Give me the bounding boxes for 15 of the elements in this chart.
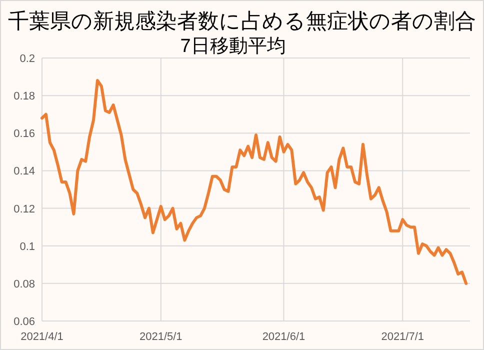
x-tick-label: 2021/6/1 xyxy=(262,331,306,343)
y-tick-label: 0.16 xyxy=(14,128,35,140)
y-tick-label: 0.14 xyxy=(14,166,35,178)
y-tick-label: 0.1 xyxy=(20,240,35,253)
y-tick-label: 0.06 xyxy=(14,316,35,328)
y-tick-label: 0.08 xyxy=(14,278,35,290)
chart-title: 千葉県の新規感染者数に占める無症状の者の割合 xyxy=(8,10,476,33)
y-tick-label: 0.12 xyxy=(14,203,35,216)
line-series xyxy=(40,79,468,285)
y-tick-label: 0.2 xyxy=(20,53,35,65)
y-tick-label: 0.18 xyxy=(14,90,35,103)
x-tick-label: 2021/5/1 xyxy=(139,331,182,343)
x-tick-label: 2021/4/1 xyxy=(20,331,64,343)
chart-subtitle: 7日移動平均 xyxy=(180,36,286,57)
x-tick-label: 2021/7/1 xyxy=(381,331,424,343)
